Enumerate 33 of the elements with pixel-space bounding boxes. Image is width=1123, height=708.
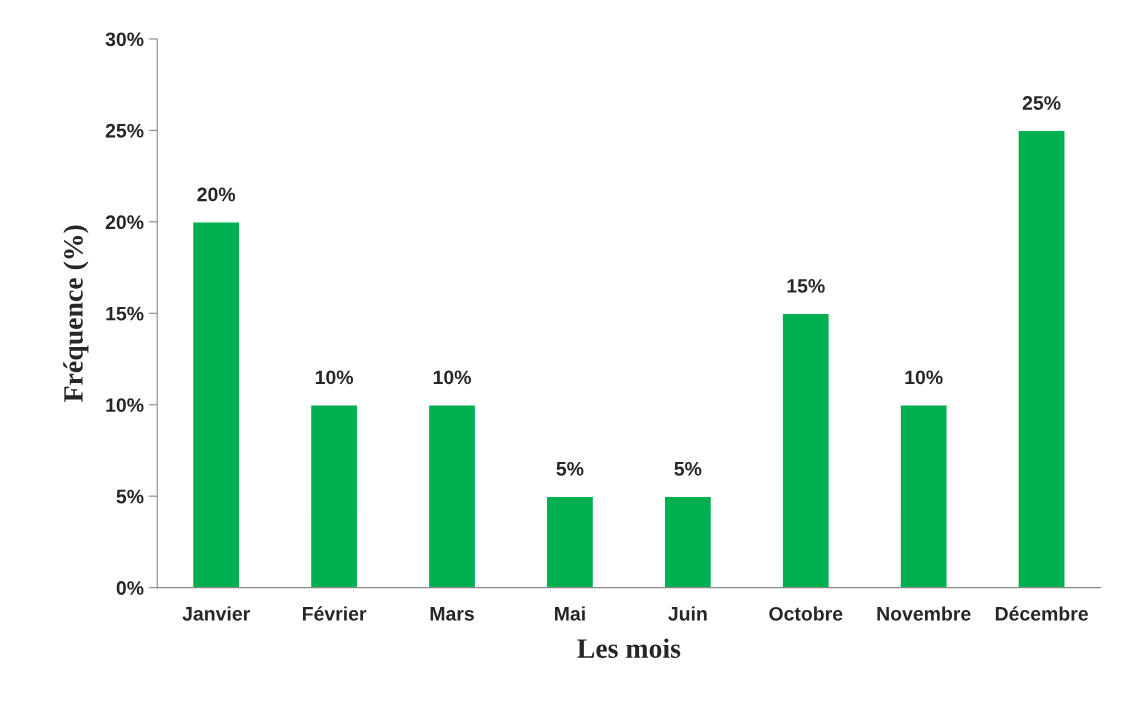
data-label: 5% bbox=[674, 461, 702, 476]
bar bbox=[545, 495, 595, 588]
data-label: 25% bbox=[1022, 96, 1061, 110]
data-label: 20% bbox=[197, 187, 236, 202]
x-tick-label: Novembre bbox=[877, 606, 971, 621]
x-tick-label: Décembre bbox=[995, 606, 1088, 621]
y-tick-label: 30% bbox=[105, 32, 144, 47]
x-tick-label: Janvier bbox=[182, 606, 250, 621]
y-tick-label: 25% bbox=[105, 123, 144, 138]
x-tick-label: Février bbox=[302, 606, 367, 621]
y-tick-label: 0% bbox=[116, 581, 144, 595]
y-tick-label: 10% bbox=[106, 398, 144, 412]
data-label: 10% bbox=[433, 370, 471, 385]
y-tick-label: 20% bbox=[105, 215, 144, 230]
bar bbox=[309, 404, 359, 588]
data-label: 5% bbox=[556, 461, 584, 476]
bar bbox=[191, 221, 241, 588]
y-tick-label: 5% bbox=[116, 489, 144, 504]
bar bbox=[663, 495, 713, 588]
bar bbox=[899, 404, 948, 588]
bar bbox=[1017, 129, 1066, 588]
bar bbox=[427, 404, 477, 588]
data-label: 10% bbox=[905, 370, 943, 385]
x-tick-label: Mars bbox=[430, 607, 474, 621]
x-tick-label: Mai bbox=[555, 606, 585, 621]
y-tick-label: 15% bbox=[106, 306, 144, 321]
x-tick-label: Octobre bbox=[769, 606, 843, 621]
data-label: 10% bbox=[315, 370, 354, 385]
bar bbox=[781, 312, 831, 588]
x-tick-label: Juin bbox=[668, 606, 707, 621]
data-label: 15% bbox=[787, 279, 825, 293]
y-axis-title: Fréquence (%) bbox=[63, 225, 89, 402]
x-axis-title: Les mois bbox=[577, 638, 681, 658]
